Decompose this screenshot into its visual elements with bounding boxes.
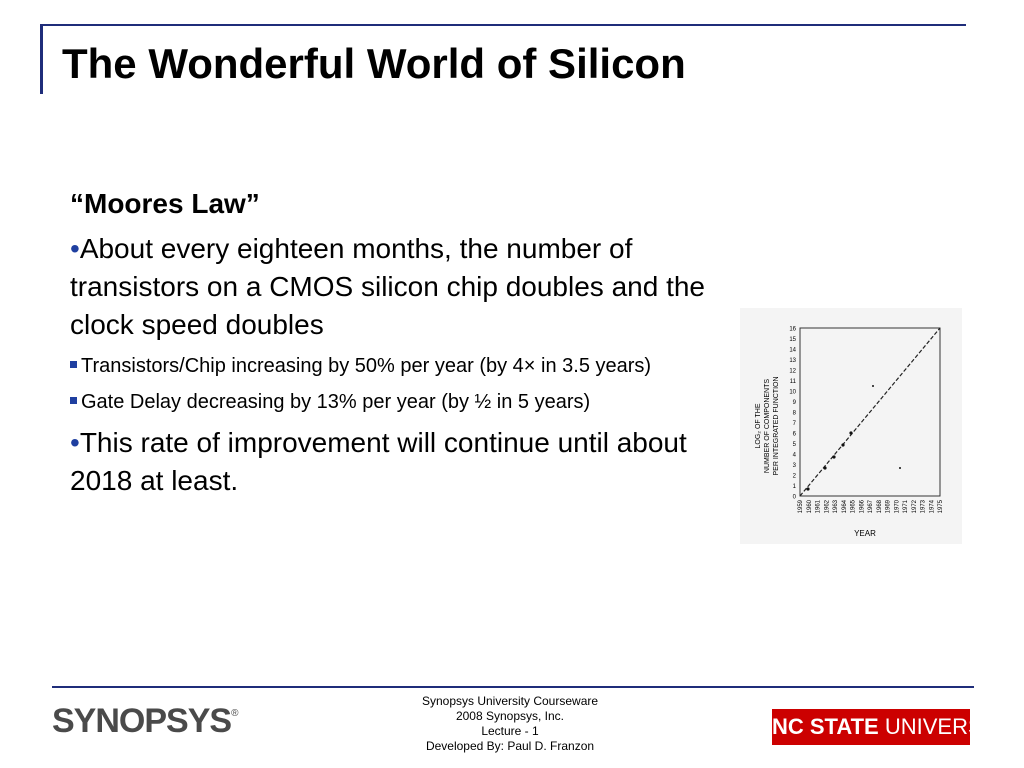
graph-ylabel-3: PER INTEGRATED FUNCTION <box>773 376 780 475</box>
synopsys-logo-text: SYNOPSYS <box>52 702 232 740</box>
sub-bullet-2-text: Gate Delay decreasing by 13% per year (b… <box>81 391 591 413</box>
graph-ytick-label: 8 <box>793 411 797 417</box>
graph-xtick-label: 1968 <box>877 499 883 513</box>
data-point <box>899 467 901 469</box>
footer-line-3: Lecture - 1 <box>481 724 539 738</box>
title-rule-left <box>40 24 43 94</box>
bullet-1-text: About every eighteen months, the number … <box>70 233 705 340</box>
data-point <box>823 466 827 470</box>
graph-xtick-label: 1964 <box>842 499 848 513</box>
graph-xtick-label: 1966 <box>859 499 865 513</box>
graph-ytick-label: 6 <box>793 432 797 438</box>
graph-ytick-label: 2 <box>793 474 797 480</box>
content-heading: “Moores Law” <box>70 188 260 219</box>
graph-ylabel-1: LOG₂ OF THE <box>755 403 762 448</box>
graph-ytick-label: 11 <box>790 379 797 385</box>
graph-ytick-label: 0 <box>793 495 797 501</box>
square-bullet-icon <box>70 397 77 404</box>
graph-ytick-label: 3 <box>793 463 797 469</box>
graph-xtick-label: 1967 <box>868 499 874 513</box>
sub-bullet-2: Gate Delay decreasing by 13% per year (b… <box>70 388 750 416</box>
slide-title: The Wonderful World of Silicon <box>62 40 686 87</box>
data-point <box>841 443 845 447</box>
footer-line-4: Developed By: Paul D. Franzon <box>425 739 595 753</box>
graph-ytick-label: 10 <box>789 390 796 396</box>
moores-law-graph: LOG₂ OF THE NUMBER OF COMPONENTS PER INT… <box>740 308 962 544</box>
graph-ytick-label: 9 <box>793 400 797 406</box>
graph-xtick-label: 1972 <box>912 499 918 513</box>
footer-rule <box>52 686 974 688</box>
trend-line <box>799 327 941 497</box>
square-bullet-icon <box>70 361 77 368</box>
ncsu-logo: NC STATE UNIVERSITY <box>772 709 1017 745</box>
bullet-dot: • <box>70 233 80 264</box>
sub-bullet-1: Transistors/Chip increasing by 50% per y… <box>70 352 750 380</box>
registered-mark: ® <box>231 708 239 719</box>
graph-xtick-label: 1962 <box>824 499 830 513</box>
data-point <box>806 487 810 491</box>
graph-ylabel-2: NUMBER OF COMPONENTS <box>764 379 771 473</box>
graph-ytick-label: 16 <box>789 327 796 333</box>
footer-line-2: 2008 Synopsys, Inc. <box>455 709 565 723</box>
footer-credits: Synopsys University Courseware 2008 Syno… <box>390 694 630 754</box>
graph-xtick-label: 1971 <box>903 499 909 513</box>
title-rule <box>40 24 966 26</box>
ncsu-logo-rest: UNIVERSITY <box>878 714 1017 739</box>
synopsys-logo: SYNOPSYS® <box>52 702 238 741</box>
graph-xtick-label: 1975 <box>938 499 944 513</box>
graph-ytick-label: 14 <box>789 348 796 354</box>
graph-xtick-label: 1963 <box>833 499 839 513</box>
graph-ytick-label: 1 <box>793 484 797 490</box>
ncsu-logo-bold: NC STATE <box>772 714 879 739</box>
graph-ytick-label: 15 <box>789 337 796 343</box>
sub-bullet-1-text: Transistors/Chip increasing by 50% per y… <box>81 355 652 377</box>
graph-xlabel: YEAR <box>854 529 876 538</box>
slide-content: “Moores Law” •About every eighteen month… <box>70 188 750 508</box>
data-point <box>849 431 853 435</box>
graph-xtick-label: 1959 <box>798 499 804 513</box>
graph-ytick-label: 5 <box>793 442 797 448</box>
bullet-1: •About every eighteen months, the number… <box>70 230 750 344</box>
bullet-2-text: This rate of improvement will continue u… <box>70 427 687 496</box>
bullet-dot: • <box>70 427 80 458</box>
graph-xtick-label: 1970 <box>894 499 900 513</box>
footer-line-1: Synopsys University Courseware <box>421 694 599 708</box>
graph-frame <box>799 327 941 497</box>
data-point <box>832 455 836 459</box>
bullet-2: •This rate of improvement will continue … <box>70 424 750 500</box>
data-point <box>872 385 874 387</box>
graph-ytick-label: 13 <box>789 358 796 364</box>
graph-xtick-label: 1973 <box>921 499 927 513</box>
graph-ytick-label: 12 <box>789 369 796 375</box>
graph-ytick-label: 7 <box>793 421 797 427</box>
graph-ytick-label: 4 <box>793 453 797 459</box>
graph-xtick-label: 1965 <box>851 499 857 513</box>
graph-xtick-label: 1960 <box>807 499 813 513</box>
graph-xtick-label: 1961 <box>816 499 822 513</box>
graph-xtick-label: 1974 <box>929 499 935 513</box>
graph-xtick-label: 1969 <box>886 499 892 513</box>
